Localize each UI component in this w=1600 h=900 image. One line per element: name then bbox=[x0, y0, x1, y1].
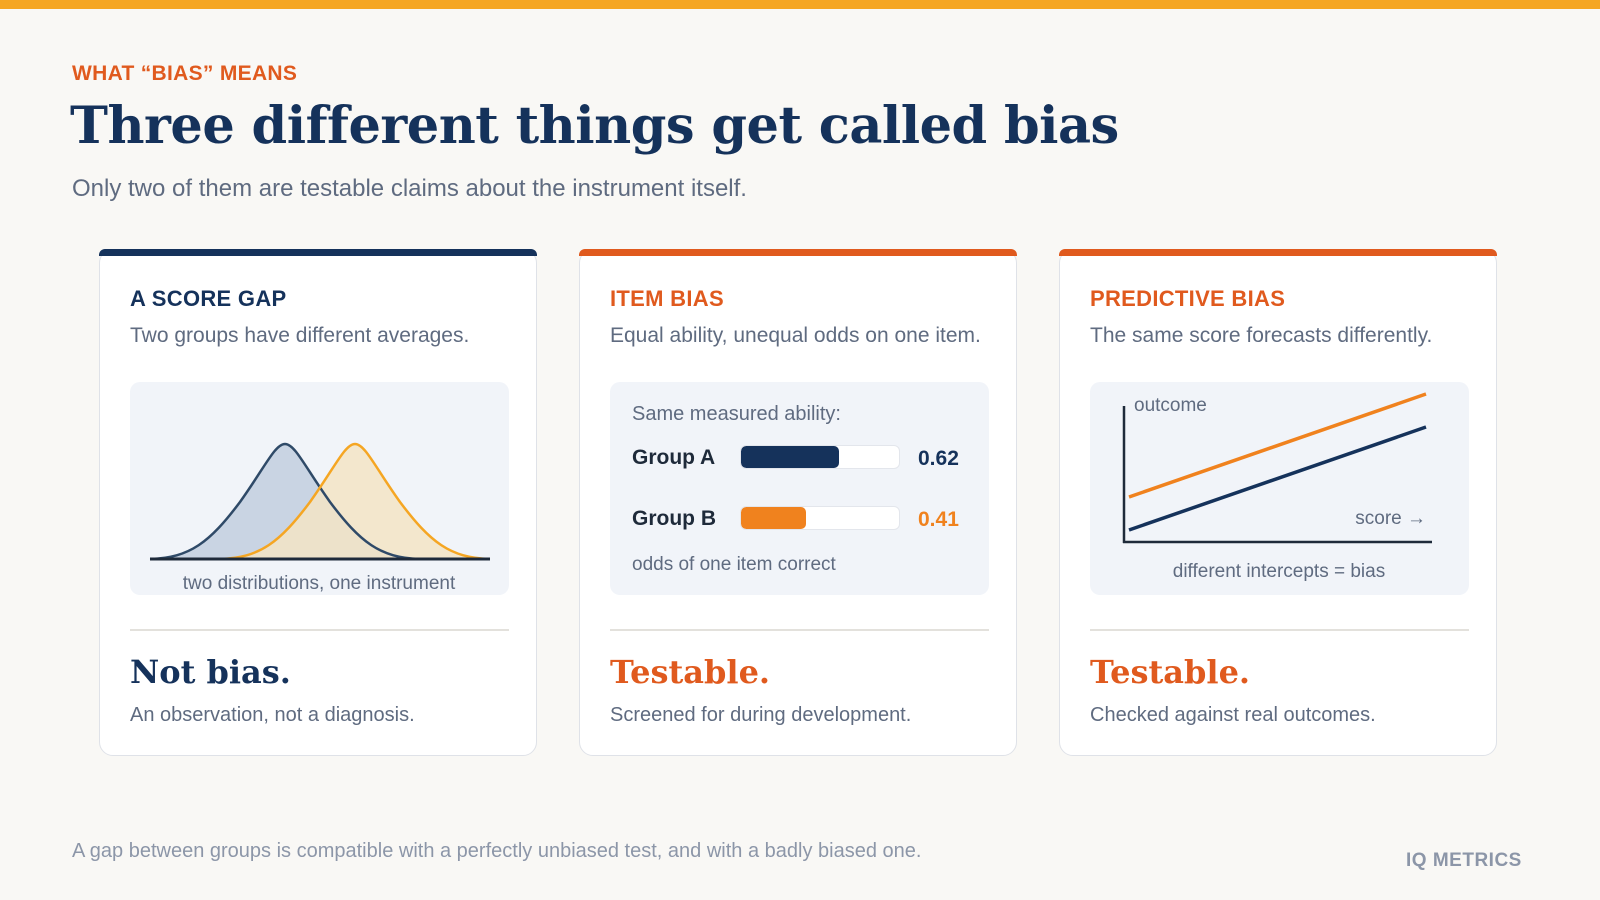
regression-lines-illustration: outcome score → different intercepts = b… bbox=[1090, 382, 1469, 595]
verdict-note: Checked against real outcomes. bbox=[1090, 704, 1376, 726]
ability-label: Same measured ability: bbox=[632, 403, 841, 425]
brand-logo: IQ METRICS bbox=[1406, 850, 1522, 871]
group-a-label: Group A bbox=[632, 446, 716, 469]
visual-caption: different intercepts = bias bbox=[1173, 561, 1385, 582]
verdict-note: Screened for during development. bbox=[610, 704, 912, 726]
verdict: Testable. bbox=[1090, 653, 1251, 691]
group-b-curve bbox=[219, 442, 491, 561]
card-accent-bar bbox=[579, 249, 1017, 256]
verdict: Not bias. bbox=[130, 653, 291, 691]
card-subheading: The same score forecasts differently. bbox=[1090, 324, 1433, 347]
distributions-illustration: two distributions, one instrument bbox=[130, 382, 509, 595]
card-score-gap: A SCORE GAP Two groups have different av… bbox=[99, 249, 537, 756]
y-axis-label: outcome bbox=[1134, 395, 1207, 416]
group-b-line bbox=[1128, 392, 1427, 499]
group-b-bar bbox=[741, 507, 806, 529]
eyebrow: WHAT “BIAS” MEANS bbox=[72, 62, 298, 85]
card-heading: A SCORE GAP bbox=[130, 286, 287, 311]
verdict-note: An observation, not a diagnosis. bbox=[130, 704, 415, 726]
page-subtitle: Only two of them are testable claims abo… bbox=[72, 175, 747, 202]
card-subheading: Equal ability, unequal odds on one item. bbox=[610, 324, 981, 347]
card-accent-bar bbox=[99, 249, 537, 256]
group-a-value: 0.62 bbox=[918, 447, 959, 470]
card-subheading: Two groups have different averages. bbox=[130, 324, 470, 347]
divider bbox=[130, 629, 509, 631]
card-accent-bar bbox=[1059, 249, 1497, 256]
group-a-bar bbox=[741, 446, 839, 468]
divider bbox=[1090, 629, 1469, 631]
verdict: Testable. bbox=[610, 653, 771, 691]
group-b-label: Group B bbox=[632, 507, 716, 530]
group-a-curve bbox=[149, 442, 421, 561]
divider bbox=[610, 629, 989, 631]
group-a-bar-track bbox=[740, 445, 900, 469]
top-accent-bar bbox=[0, 0, 1600, 9]
visual-caption: two distributions, one instrument bbox=[183, 573, 456, 594]
group-b-bar-track bbox=[740, 506, 900, 530]
page-title: Three different things get called bias bbox=[70, 96, 1119, 156]
card-predictive-bias: PREDICTIVE BIAS The same score forecasts… bbox=[1059, 249, 1497, 756]
footer-note: A gap between groups is compatible with … bbox=[72, 840, 922, 862]
group-a-line bbox=[1128, 425, 1427, 532]
card-heading: PREDICTIVE BIAS bbox=[1090, 286, 1286, 311]
group-b-value: 0.41 bbox=[918, 508, 959, 531]
x-axis-label: score → bbox=[1355, 508, 1426, 529]
item-odds-panel: Same measured ability: Group A 0.62 Grou… bbox=[610, 382, 989, 595]
visual-caption: odds of one item correct bbox=[632, 554, 836, 575]
card-item-bias: ITEM BIAS Equal ability, unequal odds on… bbox=[579, 249, 1017, 756]
card-heading: ITEM BIAS bbox=[610, 286, 724, 311]
